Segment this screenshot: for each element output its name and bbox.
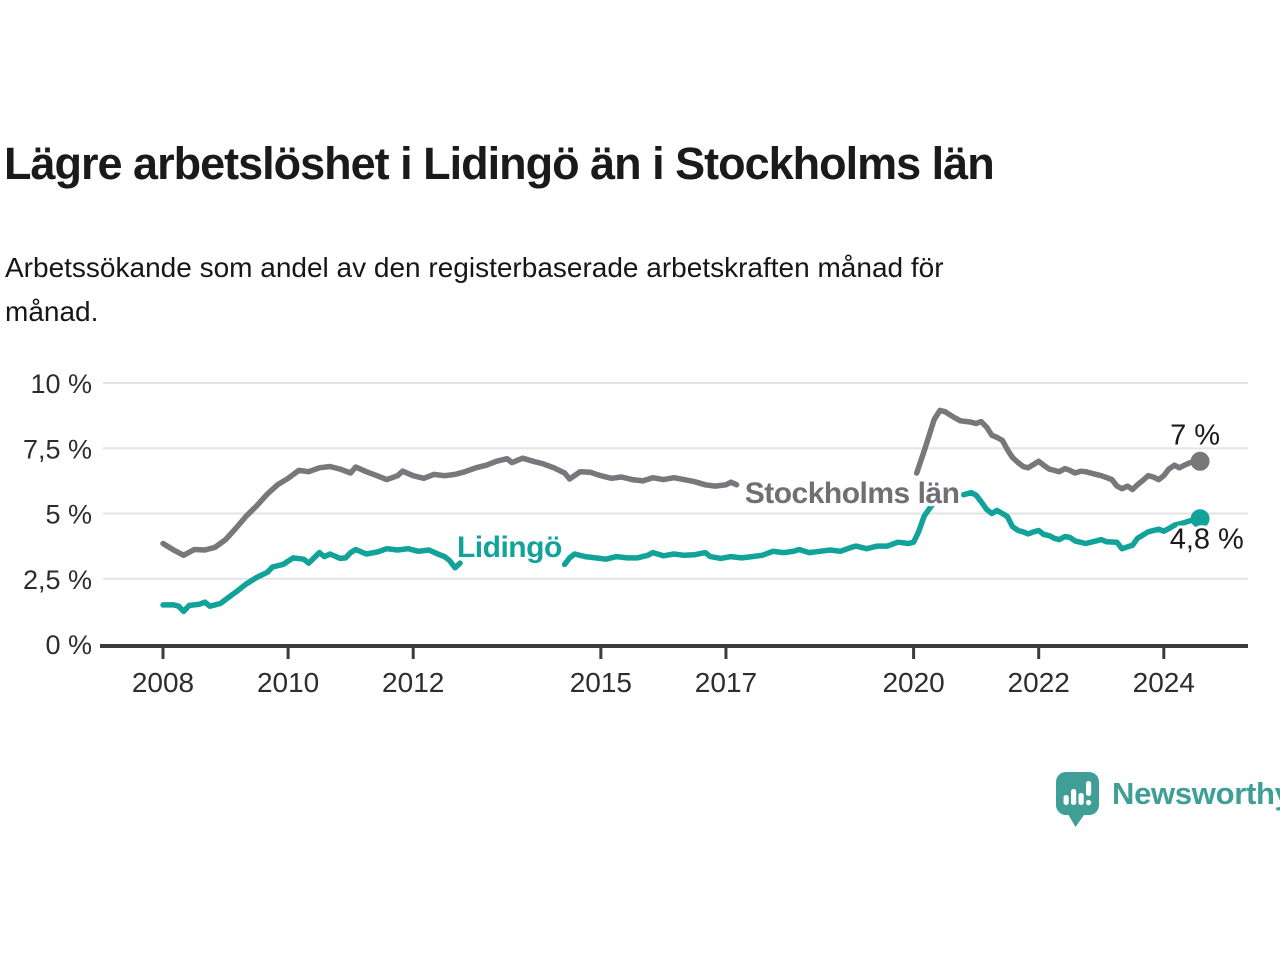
series-label: Lidingö — [457, 531, 562, 564]
bar-medium-icon — [1078, 793, 1084, 805]
bar-small-icon — [1063, 795, 1069, 805]
newsworthy-logo: Newsworthy — [1054, 770, 1280, 828]
series-end-value-label: 4,8 % — [1170, 524, 1244, 556]
line-chart: 0 % 2,5 % 5 % 7,5 % 10 % 2008 2010 2012 2015 2017… — [23, 369, 1248, 698]
x-axis-tick-label: 2020 — [882, 667, 944, 698]
x-axis-tick-label: 2012 — [382, 667, 444, 698]
exclamation-dot-icon — [1086, 800, 1092, 806]
x-axis-tick-label: 2024 — [1133, 667, 1195, 698]
newsworthy-logo-text: Newsworthy — [1112, 776, 1280, 811]
series-end-dot — [1190, 509, 1210, 529]
y-axis-tick-label: 2,5 % — [23, 565, 92, 595]
page-subtitle: Arbetssökande som andel av den registerb… — [5, 246, 1195, 334]
page-title: Lägre arbetslöshet i Lidingö än i Stockh… — [4, 138, 995, 189]
x-axis-tick-label: 2015 — [570, 667, 632, 698]
series-line-stockholms-l-n — [913, 407, 1203, 493]
series-end-dot — [1190, 451, 1210, 471]
y-axis-tick-label: 5 % — [45, 500, 92, 530]
exclamation-bar-icon — [1086, 781, 1092, 796]
y-axis-tick-label: 0 % — [45, 630, 92, 660]
x-axis-tick-label: 2017 — [695, 667, 757, 698]
y-axis-tick-label: 7,5 % — [23, 434, 92, 464]
x-axis-tick-label: 2022 — [1008, 667, 1070, 698]
subtitle-line-1: Arbetssökande som andel av den registerb… — [5, 252, 944, 283]
series-line-liding- — [160, 545, 463, 615]
x-axis-tick-label: 2010 — [257, 667, 319, 698]
x-axis-tick-label: 2008 — [132, 667, 194, 698]
series-line-stockholms-l-n — [160, 455, 740, 559]
series-line-liding- — [960, 489, 1203, 552]
y-axis-tick-label: 10 % — [30, 369, 92, 399]
series-label: Stockholms län — [745, 477, 960, 510]
series-end-value-label: 7 % — [1170, 419, 1220, 451]
series-line-liding- — [561, 501, 936, 568]
speech-bubble-shape — [1056, 772, 1099, 827]
bar-tall-icon — [1071, 789, 1077, 805]
subtitle-line-2: månad. — [5, 296, 99, 327]
newsworthy-bubble-chart-icon — [1056, 772, 1099, 827]
